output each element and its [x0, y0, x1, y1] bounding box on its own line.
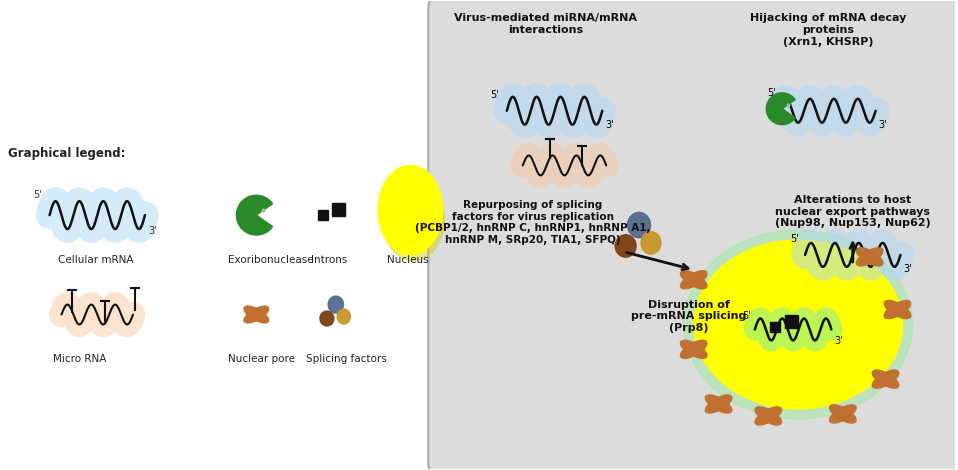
- Ellipse shape: [337, 309, 351, 324]
- Text: 5': 5': [767, 88, 776, 98]
- Text: Nuclear pore: Nuclear pore: [229, 354, 295, 364]
- Text: Cellular mRNA: Cellular mRNA: [57, 255, 133, 265]
- Ellipse shape: [873, 370, 899, 388]
- Bar: [332, 203, 345, 216]
- FancyBboxPatch shape: [428, 0, 958, 470]
- Text: Exoribonuclease: Exoribonuclease: [229, 255, 314, 265]
- Ellipse shape: [884, 300, 911, 319]
- Ellipse shape: [856, 248, 883, 266]
- Ellipse shape: [329, 296, 344, 313]
- Ellipse shape: [680, 340, 707, 359]
- Ellipse shape: [627, 212, 650, 238]
- Ellipse shape: [641, 232, 661, 254]
- Ellipse shape: [615, 235, 636, 257]
- Text: Introns: Introns: [311, 255, 348, 265]
- Text: 5': 5': [742, 311, 751, 321]
- Ellipse shape: [884, 300, 911, 319]
- Ellipse shape: [755, 407, 782, 425]
- Ellipse shape: [680, 271, 707, 289]
- Ellipse shape: [320, 311, 333, 326]
- Bar: [785, 315, 798, 328]
- Ellipse shape: [684, 230, 912, 419]
- Text: 3': 3': [148, 226, 156, 236]
- Ellipse shape: [382, 175, 445, 261]
- Ellipse shape: [680, 271, 707, 289]
- Text: 3': 3': [605, 120, 614, 130]
- Text: Graphical legend:: Graphical legend:: [8, 148, 125, 160]
- Text: Nucleus: Nucleus: [386, 255, 428, 265]
- Ellipse shape: [705, 395, 732, 413]
- Text: 5': 5': [790, 234, 799, 244]
- Ellipse shape: [830, 405, 856, 423]
- Text: 3': 3': [903, 264, 912, 274]
- Text: Repurposing of splicing
factors for virus replication
(PCBP1/2, hnRNP C, hnRNP1,: Repurposing of splicing factors for viru…: [415, 200, 650, 245]
- Ellipse shape: [705, 395, 732, 413]
- Text: Splicing factors: Splicing factors: [306, 354, 387, 364]
- Text: 3': 3': [878, 120, 887, 130]
- Ellipse shape: [694, 240, 902, 409]
- Text: Hijacking of mRNA decay
proteins
(Xrn1, KHSRP): Hijacking of mRNA decay proteins (Xrn1, …: [750, 13, 906, 47]
- Bar: [318, 210, 328, 220]
- Ellipse shape: [873, 370, 899, 388]
- Ellipse shape: [856, 248, 883, 266]
- Ellipse shape: [830, 405, 856, 423]
- Ellipse shape: [244, 306, 268, 323]
- Ellipse shape: [378, 165, 443, 255]
- Text: Micro RNA: Micro RNA: [53, 354, 106, 364]
- Bar: [770, 322, 780, 332]
- Text: Virus-mediated miRNA/mRNA
interactions: Virus-mediated miRNA/mRNA interactions: [454, 13, 637, 35]
- Text: 3': 3': [834, 337, 843, 346]
- Text: 5': 5': [33, 190, 41, 200]
- Text: Alterations to host
nuclear export pathways
(Nup98, Nup153, Nup62): Alterations to host nuclear export pathw…: [775, 195, 930, 228]
- Text: 5': 5': [490, 90, 499, 100]
- Ellipse shape: [244, 306, 268, 323]
- Text: Disruption of
pre-mRNA splicing
(Prp8): Disruption of pre-mRNA splicing (Prp8): [631, 299, 746, 333]
- Ellipse shape: [680, 340, 707, 359]
- Wedge shape: [237, 195, 273, 235]
- Ellipse shape: [755, 407, 782, 425]
- Wedge shape: [766, 93, 795, 125]
